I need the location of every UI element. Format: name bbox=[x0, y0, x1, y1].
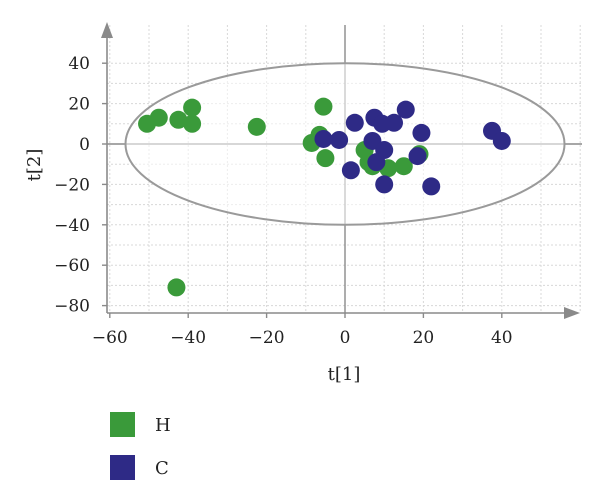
point-c bbox=[492, 131, 511, 150]
point-c bbox=[375, 175, 394, 194]
y-tick-label: −20 bbox=[54, 175, 90, 195]
y-tick-label: −80 bbox=[54, 297, 90, 317]
point-h bbox=[149, 108, 168, 127]
y-tick-label: 0 bbox=[79, 135, 90, 155]
legend-swatch-h bbox=[110, 412, 135, 437]
point-c bbox=[367, 153, 386, 172]
point-c bbox=[422, 177, 441, 196]
point-c bbox=[396, 100, 415, 119]
point-h bbox=[167, 278, 186, 297]
legend-label-h: H bbox=[155, 415, 171, 436]
point-h bbox=[394, 157, 413, 176]
x-tick-label: −60 bbox=[92, 328, 128, 348]
x-axis-label: t[1] bbox=[328, 364, 361, 385]
x-axis-arrowhead bbox=[564, 307, 580, 319]
legend-label-c: C bbox=[155, 458, 169, 479]
y-tick-label: −40 bbox=[54, 216, 90, 236]
y-tick-label: −60 bbox=[54, 256, 90, 276]
x-tick-label: −40 bbox=[170, 328, 206, 348]
x-tick-label: 20 bbox=[413, 328, 435, 348]
point-c bbox=[330, 130, 349, 149]
point-h bbox=[183, 114, 202, 133]
point-c bbox=[408, 147, 427, 166]
point-h bbox=[316, 149, 335, 168]
point-c bbox=[345, 113, 364, 132]
x-tick-label: −20 bbox=[249, 328, 285, 348]
y-tick-label: 20 bbox=[68, 95, 90, 115]
data-points bbox=[138, 97, 511, 297]
y-axis-label: t[2] bbox=[24, 149, 45, 182]
x-tick-label: 0 bbox=[340, 328, 351, 348]
point-h bbox=[314, 97, 333, 116]
legend: HC bbox=[110, 412, 171, 480]
y-axis-arrowhead bbox=[101, 22, 113, 38]
y-tick-label: 40 bbox=[68, 54, 90, 74]
point-c bbox=[314, 129, 333, 148]
legend-swatch-c bbox=[110, 455, 135, 480]
point-c bbox=[412, 123, 431, 142]
x-tick-label: 40 bbox=[491, 328, 513, 348]
point-h bbox=[169, 110, 188, 129]
point-c bbox=[385, 113, 403, 132]
point-h bbox=[183, 98, 202, 117]
point-c bbox=[341, 161, 360, 180]
point-h bbox=[247, 117, 266, 136]
